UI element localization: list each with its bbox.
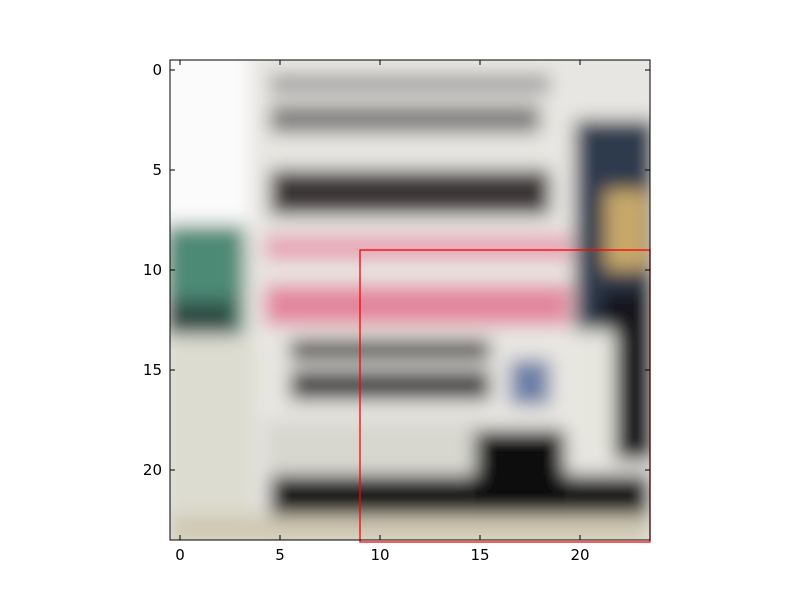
- y-tick-label: 10: [143, 261, 162, 279]
- y-axis-ticks: 0 5 10 15 20: [143, 61, 650, 479]
- x-tick-label: 0: [175, 546, 185, 564]
- y-tick-label: 5: [152, 161, 162, 179]
- y-tick-label: 0: [152, 61, 162, 79]
- x-tick-label: 10: [370, 546, 389, 564]
- x-axis-ticks: 0 5 10 15 20: [175, 60, 590, 564]
- y-tick-label: 20: [143, 461, 162, 479]
- axes-frame: [169, 59, 651, 541]
- x-tick-label: 5: [275, 546, 285, 564]
- x-tick-label: 20: [570, 546, 589, 564]
- y-tick-label: 15: [143, 361, 162, 379]
- heatmap-image: [170, 60, 650, 540]
- x-tick-label: 15: [470, 546, 489, 564]
